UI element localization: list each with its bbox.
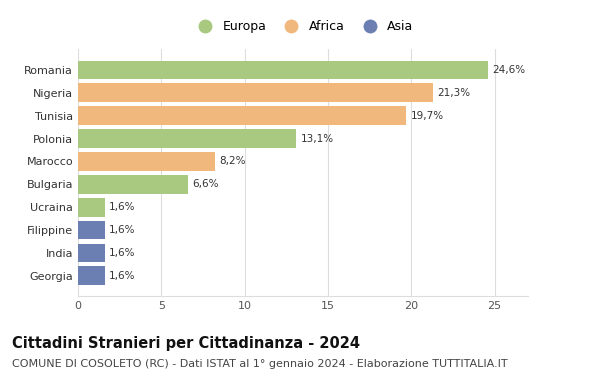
Text: 1,6%: 1,6% (109, 202, 136, 212)
Text: 6,6%: 6,6% (192, 179, 218, 189)
Bar (78, 84, 433, 102)
Bar (78, 106, 406, 125)
Text: 1,6%: 1,6% (109, 271, 136, 281)
Bar (78, 152, 215, 171)
Text: 24,6%: 24,6% (492, 65, 525, 75)
Bar (78, 266, 104, 285)
Text: Cittadini Stranieri per Cittadinanza - 2024: Cittadini Stranieri per Cittadinanza - 2… (12, 336, 360, 351)
Text: 8,2%: 8,2% (219, 157, 245, 166)
Text: 1,6%: 1,6% (109, 248, 136, 258)
Bar (78, 61, 488, 79)
Bar (78, 198, 104, 217)
Bar (78, 129, 296, 148)
Text: 13,1%: 13,1% (301, 134, 334, 144)
Text: 21,3%: 21,3% (437, 88, 470, 98)
Legend: Europa, Africa, Asia: Europa, Africa, Asia (189, 16, 417, 36)
Bar (78, 244, 104, 262)
Bar (78, 221, 104, 239)
Text: 19,7%: 19,7% (410, 111, 443, 121)
Text: COMUNE DI COSOLETO (RC) - Dati ISTAT al 1° gennaio 2024 - Elaborazione TUTTITALI: COMUNE DI COSOLETO (RC) - Dati ISTAT al … (12, 359, 508, 369)
Text: 1,6%: 1,6% (109, 225, 136, 235)
Bar (78, 175, 188, 194)
